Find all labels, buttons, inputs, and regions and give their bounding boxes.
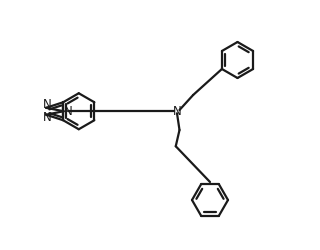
Text: N: N — [172, 105, 181, 118]
Text: N: N — [64, 105, 73, 118]
Text: N: N — [43, 112, 52, 124]
Text: N: N — [43, 98, 52, 111]
